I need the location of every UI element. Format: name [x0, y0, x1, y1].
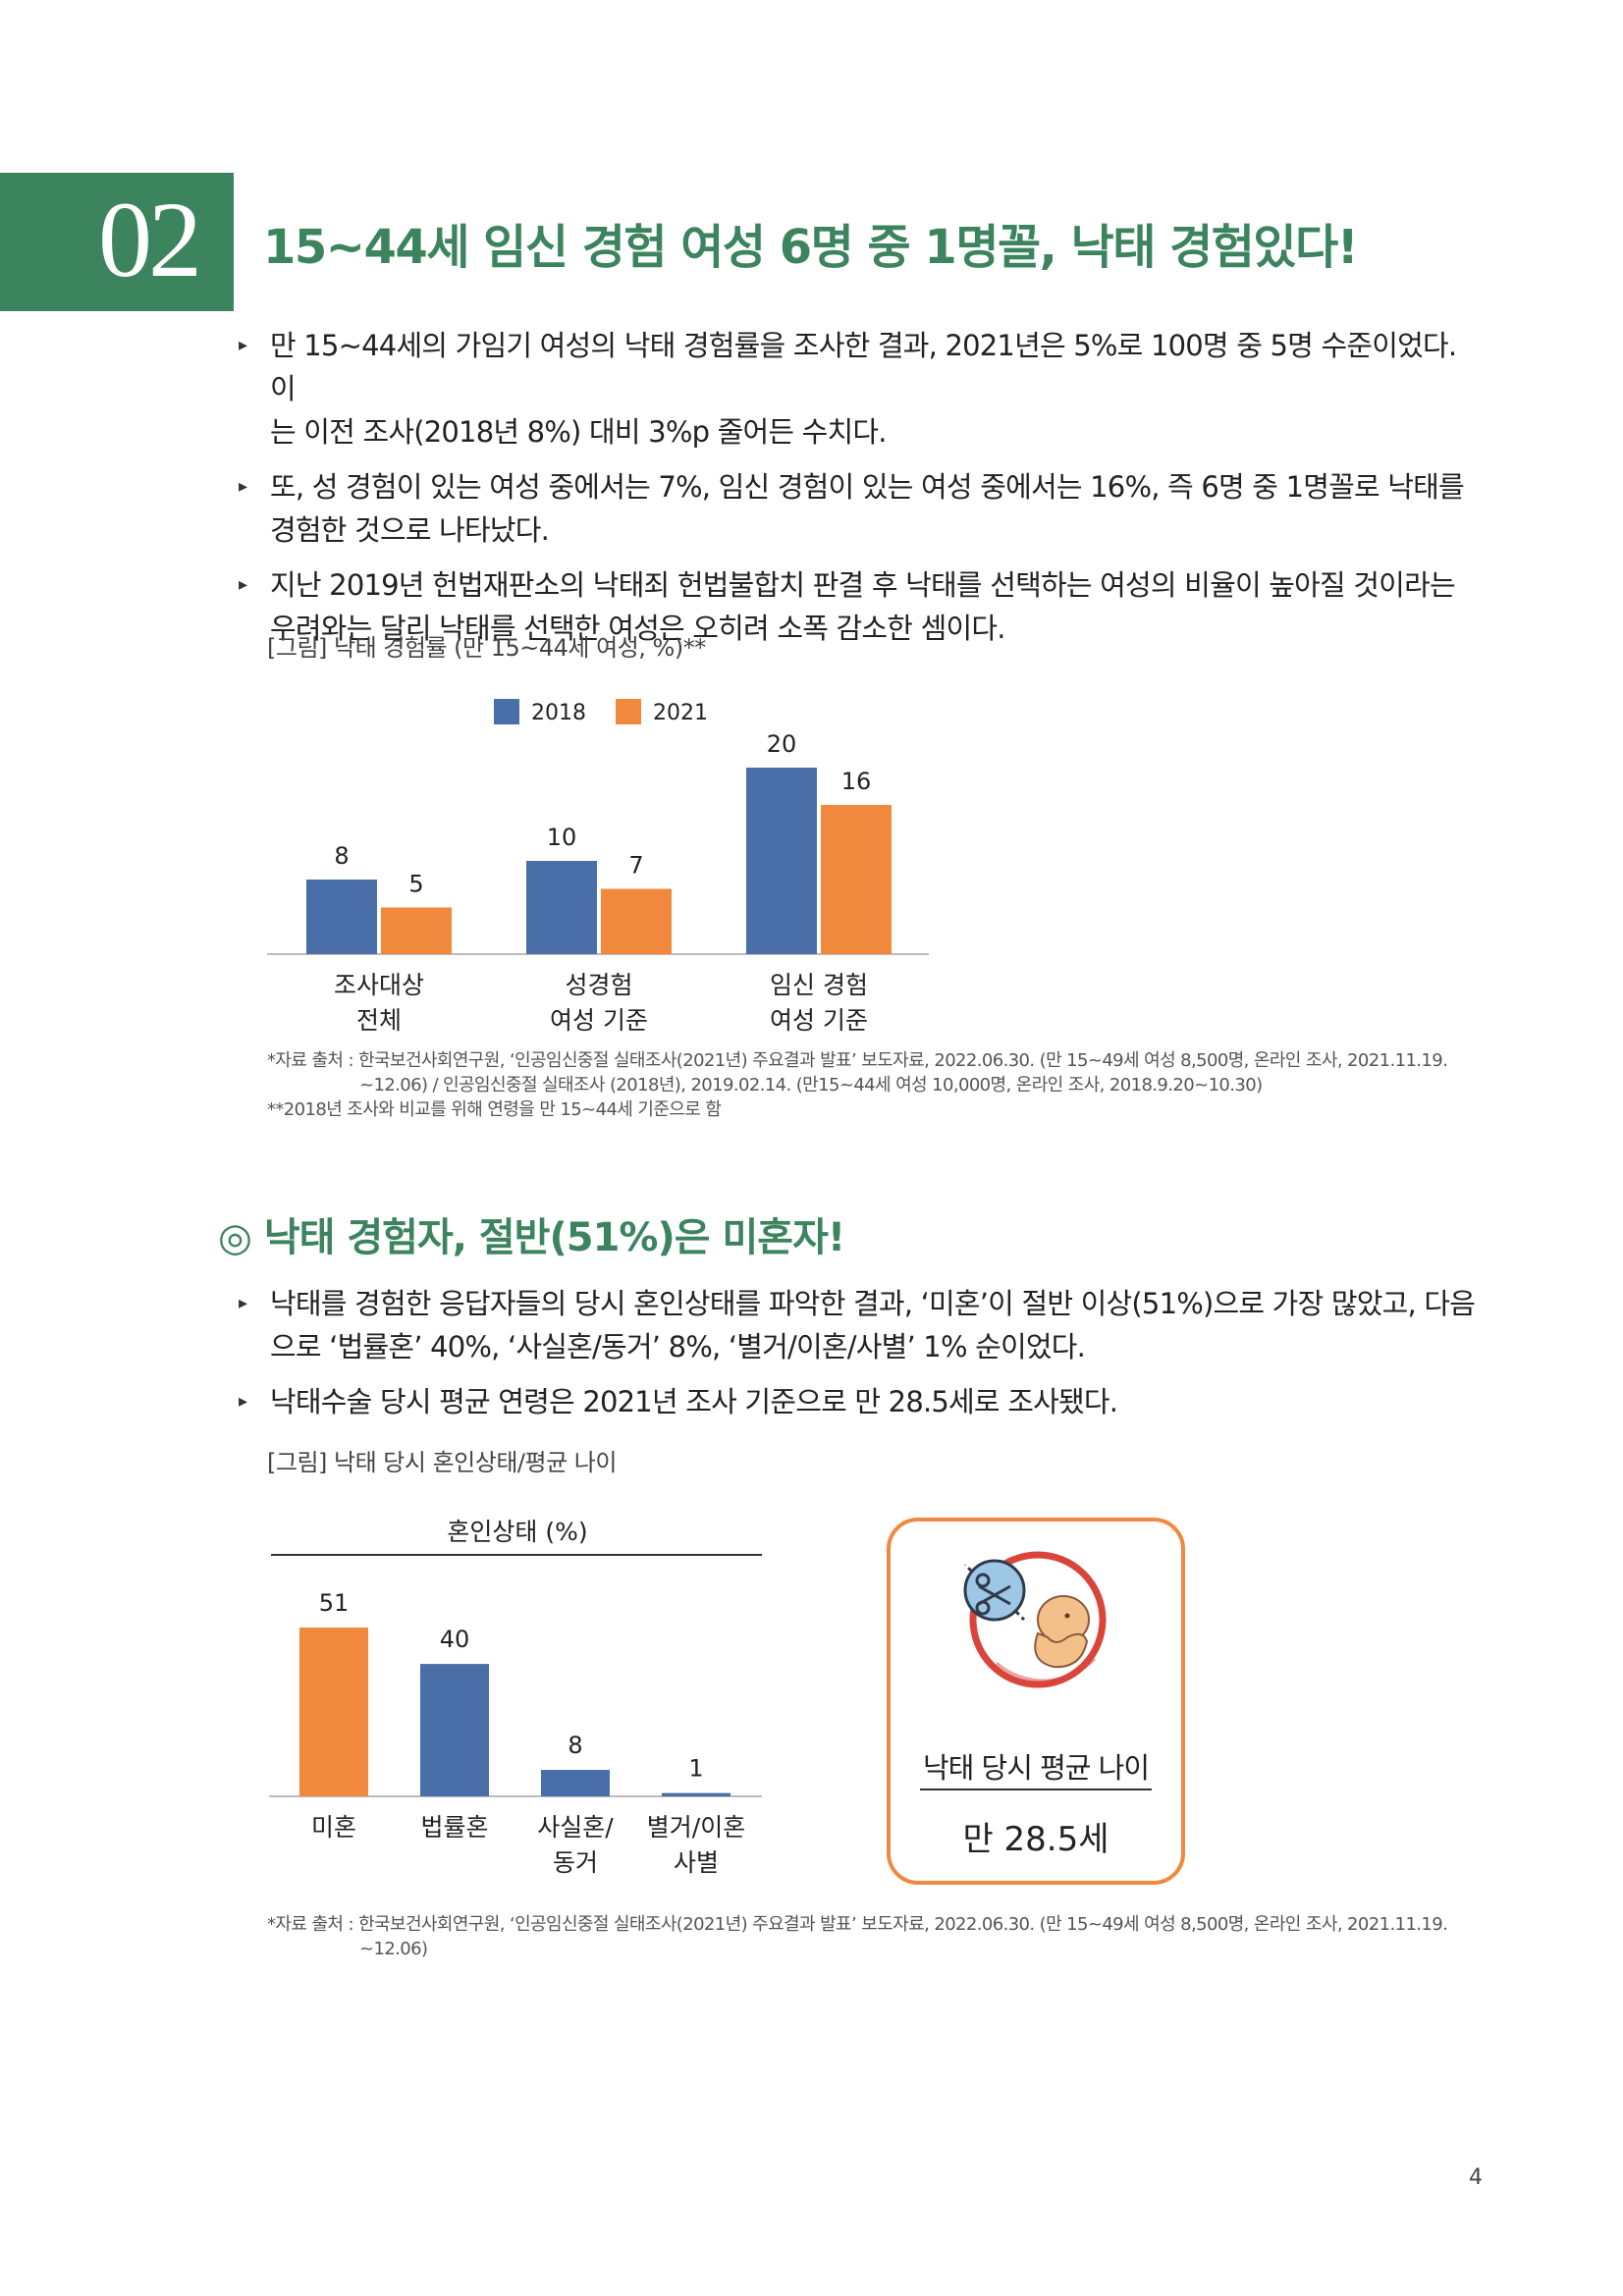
bullet-line: 으로 ‘법률혼’ 40%, ‘사실혼/동거’ 8%, ‘별거/이혼/사별’ 1%…: [270, 1330, 1086, 1363]
chart-title: 혼인상태 (%): [447, 1518, 587, 1546]
bullet-item: 만 15~44세의 가임기 여성의 낙태 경험률을 조사한 결과, 2021년은…: [239, 324, 1486, 454]
tick-label: 여성 기준: [770, 1006, 868, 1035]
bar: [821, 805, 892, 954]
source-line: ~12.06) / 인공임신중절 실태조사 (2018년), 2019.02.1…: [359, 1075, 1263, 1095]
bullet-line: 는 이전 조사(2018년 8%) 대비 3%p 줄어든 수치다.: [270, 415, 888, 449]
source-line: **2018년 조사와 비교를 위해 연령을 만 15~44세 기준으로 함: [267, 1099, 722, 1120]
source-line: *자료 출처 : 한국보건사회연구원, ‘인공임신중절 실태조사(2021년) …: [267, 1914, 1448, 1935]
data-label: 8: [568, 1732, 582, 1759]
section-2-title: ◎ 낙태 경험자, 절반(51%)은 미혼자!: [218, 1215, 845, 1260]
data-label: 51: [319, 1589, 350, 1617]
figure-2-caption: [그림] 낙태 당시 혼인상태/평균 나이: [267, 1449, 617, 1476]
legend-swatch: [616, 699, 641, 724]
figure-1-caption: [그림] 낙태 경험률 (만 15~44세 여성, %)**: [267, 634, 706, 662]
legend-swatch: [494, 699, 519, 724]
data-label: 20: [767, 730, 797, 758]
bar: [420, 1664, 489, 1796]
bullet-item: 지난 2019년 헌법재판소의 낙태죄 헌법불합치 판결 후 낙태를 선택하는 …: [239, 563, 1486, 650]
data-label: 40: [440, 1626, 470, 1653]
bar: [746, 768, 817, 954]
average-age-box: 낙태 당시 평균 나이 만 28.5세: [887, 1518, 1185, 1885]
average-age-value: 만 28.5세: [962, 1820, 1109, 1859]
section-number-box: 02: [0, 173, 234, 311]
bullet-line: 낙태수술 당시 평균 연령은 2021년 조사 기준으로 만 28.5세로 조사…: [270, 1385, 1118, 1418]
tick-label: 동거: [553, 1848, 598, 1877]
tick-label: 성경험: [565, 971, 632, 999]
bar: [662, 1792, 730, 1796]
bullet-list-1: 만 15~44세의 가임기 여성의 낙태 경험률을 조사한 결과, 2021년은…: [239, 324, 1486, 650]
data-label: 10: [547, 824, 577, 851]
bullet-line: 낙태를 경험한 응답자들의 당시 혼인상태를 파악한 결과, ‘미혼’이 절반 …: [270, 1287, 1476, 1320]
tick-label: 전체: [356, 1006, 402, 1035]
data-label: 1: [688, 1755, 703, 1783]
figure-2-sources: *자료 출처 : 한국보건사회연구원, ‘인공임신중절 실태조사(2021년) …: [267, 1912, 1448, 1961]
tick-label: 여성 기준: [550, 1006, 648, 1035]
bullet-line: 지난 2019년 헌법재판소의 낙태죄 헌법불합치 판결 후 낙태를 선택하는 …: [270, 568, 1456, 602]
page-title: 15~44세 임신 경험 여성 6명 중 1명꼴, 낙태 경험있다!: [263, 220, 1359, 275]
bar: [299, 1628, 368, 1796]
page-number: 4: [1469, 2165, 1483, 2190]
tick-label: 임신 경험: [770, 971, 868, 999]
bullet-list-2: 낙태를 경험한 응답자들의 당시 혼인상태를 파악한 결과, ‘미혼’이 절반 …: [239, 1282, 1486, 1423]
average-age-label: 낙태 당시 평균 나이: [922, 1751, 1150, 1785]
bar: [601, 888, 672, 954]
bar: [306, 880, 377, 954]
divider: [920, 1789, 1152, 1790]
data-label: 7: [628, 852, 643, 880]
tick-label: 사실혼/: [537, 1813, 614, 1842]
bar: [381, 907, 452, 954]
bar: [541, 1770, 610, 1796]
section-number: 02: [98, 180, 202, 299]
fetus-scissors-icon: [963, 1551, 1107, 1688]
tick-label: 사별: [674, 1848, 719, 1877]
tick-label: 미혼: [311, 1813, 356, 1842]
bullet-line: 경험한 것으로 나타났다.: [270, 513, 550, 547]
tick-label: 조사대상: [334, 971, 424, 999]
bullet-item: 낙태수술 당시 평균 연령은 2021년 조사 기준으로 만 28.5세로 조사…: [239, 1380, 1486, 1423]
bullet-line: 만 15~44세의 가임기 여성의 낙태 경험률을 조사한 결과, 2021년은…: [270, 329, 1457, 405]
legend-label: 2018: [531, 701, 586, 725]
bar: [526, 861, 597, 954]
legend-label: 2021: [653, 701, 708, 725]
figure-1-sources: *자료 출처 : 한국보건사회연구원, ‘인공임신중절 실태조사(2021년) …: [267, 1048, 1448, 1122]
data-label: 8: [334, 842, 349, 870]
tick-label: 별거/이혼: [647, 1813, 745, 1842]
source-line: ~12.06): [359, 1939, 428, 1959]
data-label: 16: [841, 768, 872, 795]
bullet-line: 또, 성 경험이 있는 여성 중에서는 7%, 임신 경험이 있는 여성 중에서…: [270, 470, 1465, 504]
data-label: 5: [408, 871, 423, 898]
bullet-item: 낙태를 경험한 응답자들의 당시 혼인상태를 파악한 결과, ‘미혼’이 절반 …: [239, 1282, 1486, 1368]
tick-label: 법률혼: [420, 1813, 488, 1842]
source-line: *자료 출처 : 한국보건사회연구원, ‘인공임신중절 실태조사(2021년) …: [267, 1050, 1448, 1071]
bullet-line: 우려와는 달리 낙태를 선택한 여성은 오히려 소폭 감소한 셈이다.: [270, 612, 1005, 645]
bullet-item: 또, 성 경험이 있는 여성 중에서는 7%, 임신 경험이 있는 여성 중에서…: [239, 465, 1486, 552]
